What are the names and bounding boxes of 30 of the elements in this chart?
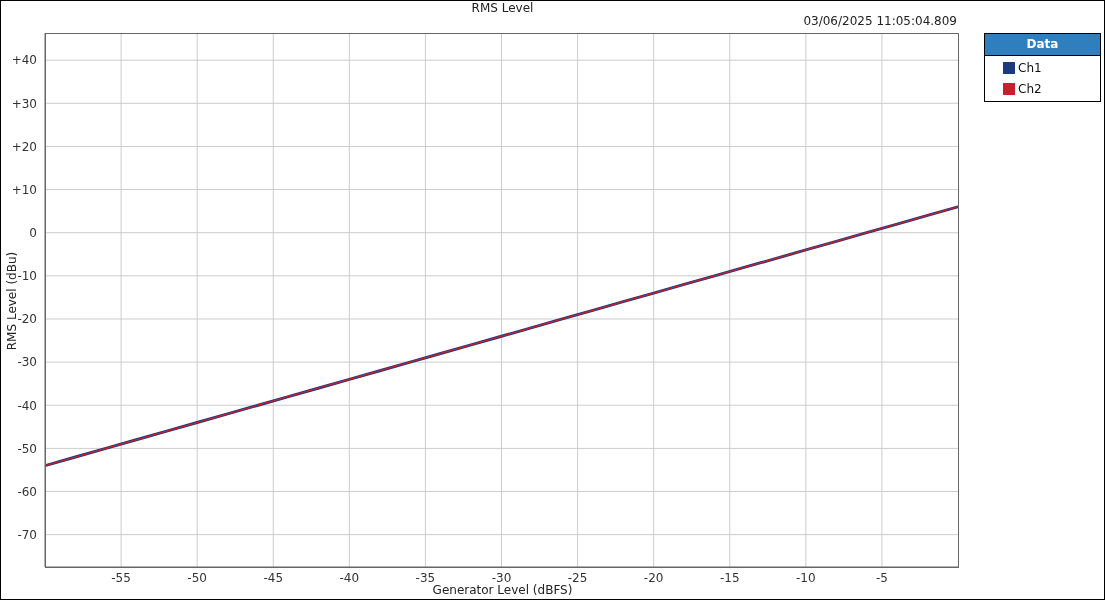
legend-title: Data	[985, 34, 1100, 56]
x-axis-title: Generator Level (dBFS)	[432, 583, 573, 597]
y-tick-label: 0	[29, 225, 37, 240]
y-tick-label: -70	[17, 527, 37, 542]
y-tick-label: -20	[17, 312, 37, 327]
y-axis-title: RMS Level (dBu)	[5, 251, 19, 351]
legend-label: Ch2	[1018, 81, 1042, 96]
x-tick-label: -55	[111, 570, 131, 585]
legend-label: Ch1	[1018, 60, 1042, 75]
y-tick-label: -60	[17, 484, 37, 499]
x-tick-label: -50	[187, 570, 207, 585]
x-tick-label: -40	[339, 570, 360, 585]
x-tick-label: -35	[415, 570, 436, 585]
y-tick-label: -10	[17, 269, 37, 284]
x-tick-label: -30	[491, 570, 512, 585]
y-tick-label: -30	[17, 355, 37, 370]
x-tick-label: -25	[567, 570, 588, 585]
x-tick-label: -15	[719, 570, 740, 585]
x-tick-label: -5	[875, 570, 888, 585]
x-tick-label: -10	[796, 570, 816, 585]
x-tick-label: -45	[263, 570, 284, 585]
text: 03/06/2025 11:05:04.809	[803, 14, 957, 28]
y-tick-label: +20	[11, 139, 37, 154]
y-tick-label: +30	[11, 96, 37, 111]
x-tick-label: -20	[643, 570, 664, 585]
y-tick-label: -50	[17, 441, 37, 456]
y-tick-label: +40	[11, 53, 37, 68]
y-tick-label: +10	[11, 182, 37, 197]
chart-title: RMS Level	[471, 1, 534, 15]
y-tick-label: -40	[17, 398, 37, 413]
